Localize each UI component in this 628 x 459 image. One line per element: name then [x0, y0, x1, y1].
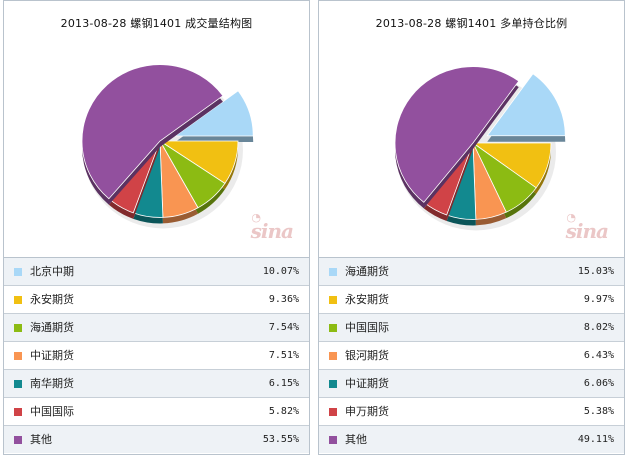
legend-item: 中国国际 8.02%	[319, 314, 624, 342]
legend-label: 中证期货	[345, 377, 389, 390]
legend-swatch	[329, 324, 337, 332]
legend-label: 其他	[30, 433, 52, 446]
sina-eye-icon: ◔	[566, 211, 576, 224]
legend-swatch	[14, 324, 22, 332]
legend-list: 北京中期 10.07% 永安期货 9.36% 海通期货 7.54% 中证期货 7.51% 南华期…	[4, 257, 309, 453]
legend-swatch	[329, 408, 337, 416]
pie-svg	[81, 64, 254, 229]
volume-pie-chart: 2013-08-28 螺钢1401 成交量结构图 ◔ sina	[4, 1, 309, 255]
legend-value: 53.55%	[262, 434, 299, 445]
pie-slice	[486, 73, 566, 142]
legend-label: 海通期货	[345, 265, 389, 278]
legend-item: 申万期货 5.38%	[319, 398, 624, 426]
legend-swatch	[14, 268, 22, 276]
legend-value: 7.54%	[268, 322, 299, 333]
legend-item: 其他 49.11%	[319, 426, 624, 453]
legend-value: 49.11%	[577, 434, 614, 445]
legend-value: 15.03%	[577, 266, 614, 277]
legend-item: 海通期货 15.03%	[319, 258, 624, 286]
pie-svg	[394, 66, 566, 231]
legend-swatch	[329, 436, 337, 444]
legend-item: 永安期货 9.97%	[319, 286, 624, 314]
chart-title: 2013-08-28 螺钢1401 成交量结构图	[60, 17, 253, 30]
legend-label: 中国国际	[30, 405, 74, 418]
sina-watermark: sina	[565, 219, 609, 243]
legend-item: 银河期货 6.43%	[319, 342, 624, 370]
legend-value: 6.06%	[583, 378, 614, 389]
pie-slice	[173, 90, 254, 143]
legend-item: 北京中期 10.07%	[4, 258, 309, 286]
legend-value: 5.38%	[583, 406, 614, 417]
pie-slice	[394, 66, 520, 209]
legend-swatch	[329, 296, 337, 304]
legend-label: 中国国际	[345, 321, 389, 334]
long-position-pie-chart: 2013-08-28 螺钢1401 多单持仓比例 ◔ sina	[319, 1, 624, 255]
legend-item: 永安期货 9.36%	[4, 286, 309, 314]
legend-swatch	[14, 436, 22, 444]
legend-label: 永安期货	[345, 293, 389, 306]
legend-swatch	[14, 380, 22, 388]
chart-title: 2013-08-28 螺钢1401 多单持仓比例	[375, 17, 568, 30]
legend-item: 中国国际 5.82%	[4, 398, 309, 426]
legend-label: 银河期货	[345, 349, 389, 362]
legend-label: 申万期货	[345, 405, 389, 418]
legend-label: 南华期货	[30, 377, 74, 390]
legend-value: 6.43%	[583, 350, 614, 361]
legend-swatch	[14, 296, 22, 304]
legend-swatch	[14, 408, 22, 416]
legend-label: 海通期货	[30, 321, 74, 334]
legend-label: 永安期货	[30, 293, 74, 306]
legend-value: 5.82%	[268, 406, 299, 417]
legend-value: 7.51%	[268, 350, 299, 361]
legend-value: 6.15%	[268, 378, 299, 389]
long-position-panel: 2013-08-28 螺钢1401 多单持仓比例 ◔ sina 海通期货 15.0…	[318, 0, 625, 455]
legend-item: 其他 53.55%	[4, 426, 309, 453]
legend-label: 其他	[345, 433, 367, 446]
legend-item: 南华期货 6.15%	[4, 370, 309, 398]
legend-swatch	[329, 268, 337, 276]
legend-label: 北京中期	[30, 265, 74, 278]
legend-value: 9.97%	[583, 294, 614, 305]
legend-item: 中证期货 6.06%	[319, 370, 624, 398]
legend-swatch	[329, 352, 337, 360]
pie-slice	[81, 64, 224, 205]
legend-item: 海通期货 7.54%	[4, 314, 309, 342]
volume-structure-panel: 2013-08-28 螺钢1401 成交量结构图 ◔ sina 北京中期 10.0…	[3, 0, 310, 455]
legend-value: 9.36%	[268, 294, 299, 305]
pie-slice	[159, 140, 199, 224]
legend-label: 中证期货	[30, 349, 74, 362]
legend-swatch	[14, 352, 22, 360]
sina-watermark: sina	[250, 219, 294, 243]
legend-value: 8.02%	[583, 322, 614, 333]
legend-item: 中证期货 7.51%	[4, 342, 309, 370]
legend-swatch	[329, 380, 337, 388]
sina-eye-icon: ◔	[251, 211, 261, 224]
legend-list: 海通期货 15.03% 永安期货 9.97% 中国国际 8.02% 银河期货 6.43% 中证期…	[319, 257, 624, 453]
pie-slice	[472, 142, 507, 226]
legend-value: 10.07%	[262, 266, 299, 277]
